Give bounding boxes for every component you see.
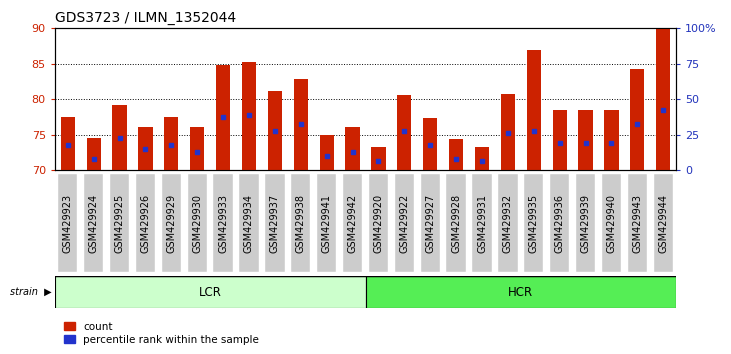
- Bar: [317, 174, 336, 272]
- Bar: [110, 174, 129, 272]
- Bar: [190, 127, 205, 170]
- Text: GSM429920: GSM429920: [374, 193, 384, 253]
- Text: GSM429931: GSM429931: [477, 194, 487, 252]
- Bar: [371, 147, 385, 170]
- Bar: [449, 139, 463, 170]
- Text: GSM429926: GSM429926: [140, 193, 151, 253]
- Bar: [162, 174, 181, 272]
- Bar: [526, 50, 541, 170]
- Bar: [550, 174, 569, 272]
- Text: GSM429937: GSM429937: [270, 193, 280, 253]
- Text: GSM429939: GSM429939: [580, 194, 591, 252]
- Bar: [423, 118, 437, 170]
- Bar: [576, 174, 595, 272]
- Text: HCR: HCR: [508, 286, 534, 298]
- Bar: [368, 174, 388, 272]
- Bar: [136, 174, 155, 272]
- Text: GSM429943: GSM429943: [632, 194, 643, 252]
- Bar: [84, 174, 103, 272]
- Bar: [475, 147, 489, 170]
- Bar: [346, 127, 360, 170]
- Text: GSM429923: GSM429923: [63, 193, 73, 253]
- Text: LCR: LCR: [199, 286, 221, 298]
- Bar: [291, 174, 311, 272]
- Text: GSM429929: GSM429929: [167, 193, 176, 253]
- Bar: [343, 174, 363, 272]
- Text: GSM429942: GSM429942: [347, 193, 357, 253]
- Bar: [294, 79, 308, 170]
- Bar: [395, 174, 414, 272]
- Bar: [265, 174, 284, 272]
- Bar: [501, 94, 515, 170]
- Bar: [268, 91, 282, 170]
- Bar: [113, 105, 126, 170]
- Bar: [553, 110, 567, 170]
- Text: strain  ▶: strain ▶: [10, 287, 51, 297]
- Text: GSM429941: GSM429941: [322, 194, 332, 252]
- Bar: [420, 174, 440, 272]
- Bar: [397, 95, 412, 170]
- Text: GSM429933: GSM429933: [218, 194, 228, 252]
- Bar: [656, 28, 670, 170]
- Text: GSM429944: GSM429944: [658, 194, 668, 252]
- Bar: [447, 174, 466, 272]
- Bar: [602, 174, 621, 272]
- Bar: [188, 174, 207, 272]
- Bar: [86, 138, 101, 170]
- Text: GSM429924: GSM429924: [88, 193, 99, 253]
- Bar: [654, 174, 673, 272]
- Text: GSM429930: GSM429930: [192, 194, 202, 252]
- Bar: [605, 110, 618, 170]
- Text: GSM429932: GSM429932: [503, 193, 513, 253]
- Text: GSM429934: GSM429934: [244, 194, 254, 252]
- Bar: [242, 62, 256, 170]
- Text: GSM429935: GSM429935: [529, 193, 539, 253]
- Text: GSM429928: GSM429928: [451, 193, 461, 253]
- Bar: [61, 117, 75, 170]
- Bar: [58, 174, 77, 272]
- Bar: [472, 174, 492, 272]
- Legend: count, percentile rank within the sample: count, percentile rank within the sample: [60, 317, 263, 349]
- Bar: [578, 110, 593, 170]
- Text: GSM429922: GSM429922: [399, 193, 409, 253]
- Text: GSM429927: GSM429927: [425, 193, 435, 253]
- Bar: [366, 276, 676, 308]
- Bar: [630, 69, 645, 170]
- Bar: [628, 174, 647, 272]
- Bar: [213, 174, 232, 272]
- Bar: [216, 65, 230, 170]
- Text: GSM429925: GSM429925: [115, 193, 124, 253]
- Bar: [524, 174, 543, 272]
- Bar: [239, 174, 259, 272]
- Bar: [164, 117, 178, 170]
- Bar: [499, 174, 518, 272]
- Text: GSM429936: GSM429936: [555, 194, 564, 252]
- Text: GSM429938: GSM429938: [296, 194, 306, 252]
- Text: GDS3723 / ILMN_1352044: GDS3723 / ILMN_1352044: [55, 11, 236, 25]
- Bar: [55, 276, 366, 308]
- Bar: [138, 127, 153, 170]
- Text: GSM429940: GSM429940: [607, 194, 616, 252]
- Bar: [319, 135, 334, 170]
